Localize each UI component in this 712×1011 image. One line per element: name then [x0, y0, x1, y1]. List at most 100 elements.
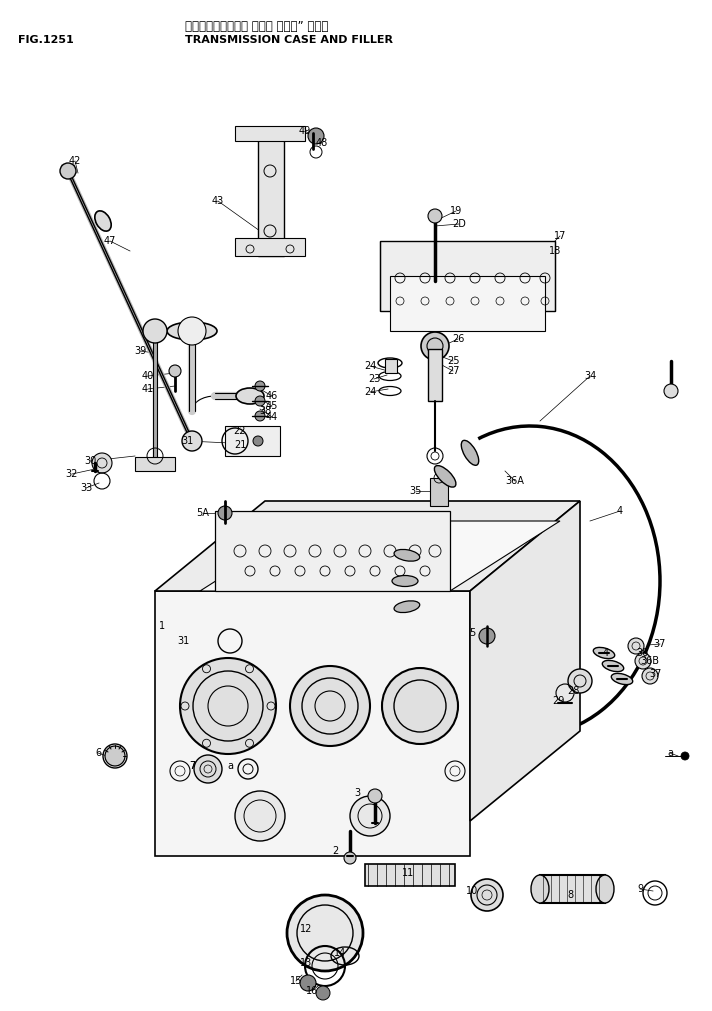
Polygon shape	[470, 501, 580, 821]
Polygon shape	[155, 591, 470, 856]
Ellipse shape	[394, 601, 420, 613]
Text: 27: 27	[446, 366, 459, 376]
Text: 10: 10	[466, 886, 478, 896]
Circle shape	[255, 396, 265, 406]
Text: 30: 30	[84, 456, 96, 466]
Text: 46: 46	[266, 391, 278, 401]
Bar	[225, 426, 280, 456]
Circle shape	[316, 986, 330, 1000]
Bar	[385, 359, 397, 373]
Circle shape	[105, 746, 125, 766]
Ellipse shape	[434, 466, 456, 487]
Circle shape	[178, 317, 206, 345]
Text: 48: 48	[316, 137, 328, 148]
Circle shape	[60, 163, 76, 179]
Text: 13: 13	[300, 958, 312, 968]
Text: 47: 47	[104, 236, 116, 246]
Text: 23: 23	[368, 374, 380, 384]
Circle shape	[255, 411, 265, 421]
Bar	[430, 478, 448, 506]
Bar	[390, 276, 545, 331]
Bar	[135, 457, 175, 471]
Text: FIG.1251: FIG.1251	[18, 35, 74, 45]
Text: 7: 7	[189, 761, 195, 771]
Circle shape	[350, 796, 390, 836]
Text: 29: 29	[552, 696, 564, 706]
Circle shape	[290, 666, 370, 746]
Circle shape	[143, 319, 167, 343]
Ellipse shape	[394, 549, 420, 561]
Ellipse shape	[612, 673, 633, 684]
Circle shape	[180, 658, 276, 754]
Text: 26: 26	[452, 334, 464, 344]
Text: 36B: 36B	[641, 656, 659, 666]
Circle shape	[287, 895, 363, 971]
Text: a: a	[227, 761, 233, 771]
Ellipse shape	[596, 875, 614, 903]
Circle shape	[169, 365, 181, 377]
Circle shape	[664, 384, 678, 398]
Circle shape	[182, 431, 202, 451]
Text: 4: 4	[603, 648, 609, 658]
Text: 37: 37	[654, 639, 666, 649]
Text: 2D: 2D	[452, 219, 466, 229]
Circle shape	[368, 789, 382, 803]
Text: 44: 44	[266, 412, 278, 422]
Text: 5: 5	[469, 628, 475, 638]
Text: 42: 42	[69, 156, 81, 166]
Circle shape	[300, 975, 316, 991]
Text: 43: 43	[212, 196, 224, 206]
Circle shape	[642, 668, 658, 684]
Circle shape	[235, 791, 285, 841]
Polygon shape	[200, 521, 560, 591]
Ellipse shape	[167, 321, 217, 340]
Circle shape	[471, 879, 503, 911]
Text: 11: 11	[402, 868, 414, 878]
Ellipse shape	[531, 875, 549, 903]
Circle shape	[479, 628, 495, 644]
Bar	[380, 241, 555, 311]
Text: 28: 28	[567, 686, 579, 696]
Text: 24: 24	[364, 387, 376, 397]
Ellipse shape	[602, 660, 624, 671]
Circle shape	[218, 506, 232, 520]
Bar	[540, 875, 605, 903]
Ellipse shape	[461, 441, 478, 465]
Text: TRANSMISSION CASE AND FILLER: TRANSMISSION CASE AND FILLER	[185, 35, 393, 45]
Circle shape	[568, 669, 592, 693]
Bar	[235, 238, 305, 256]
Text: 39: 39	[134, 346, 146, 356]
Text: 37: 37	[649, 669, 661, 679]
Bar	[365, 864, 455, 886]
Circle shape	[628, 638, 644, 654]
Text: 36A: 36A	[506, 476, 525, 486]
Text: 41: 41	[142, 384, 154, 394]
Circle shape	[428, 209, 442, 223]
Text: 7: 7	[189, 761, 195, 771]
Text: 25: 25	[446, 356, 459, 366]
Polygon shape	[155, 501, 580, 591]
Text: 18: 18	[549, 246, 561, 256]
Text: 38: 38	[259, 406, 271, 416]
Bar	[428, 349, 442, 401]
Bar	[258, 131, 284, 256]
Text: トランスミッション ケース オヨビ” フィラ: トランスミッション ケース オヨビ” フィラ	[185, 19, 328, 32]
Ellipse shape	[236, 388, 264, 404]
Ellipse shape	[95, 211, 111, 232]
Text: 2: 2	[332, 846, 338, 856]
Circle shape	[253, 436, 263, 446]
Text: 24: 24	[364, 361, 376, 371]
Text: 22: 22	[234, 426, 246, 436]
Text: 3: 3	[354, 788, 360, 798]
Circle shape	[635, 653, 651, 669]
Text: 19: 19	[450, 206, 462, 216]
Circle shape	[255, 381, 265, 391]
Bar	[235, 126, 305, 141]
Text: 8: 8	[567, 890, 573, 900]
Text: 4: 4	[617, 506, 623, 516]
Ellipse shape	[392, 575, 418, 586]
Text: 45: 45	[266, 401, 278, 411]
Text: 5A: 5A	[197, 508, 209, 518]
Text: 6: 6	[95, 748, 101, 758]
Text: 36: 36	[636, 648, 648, 658]
